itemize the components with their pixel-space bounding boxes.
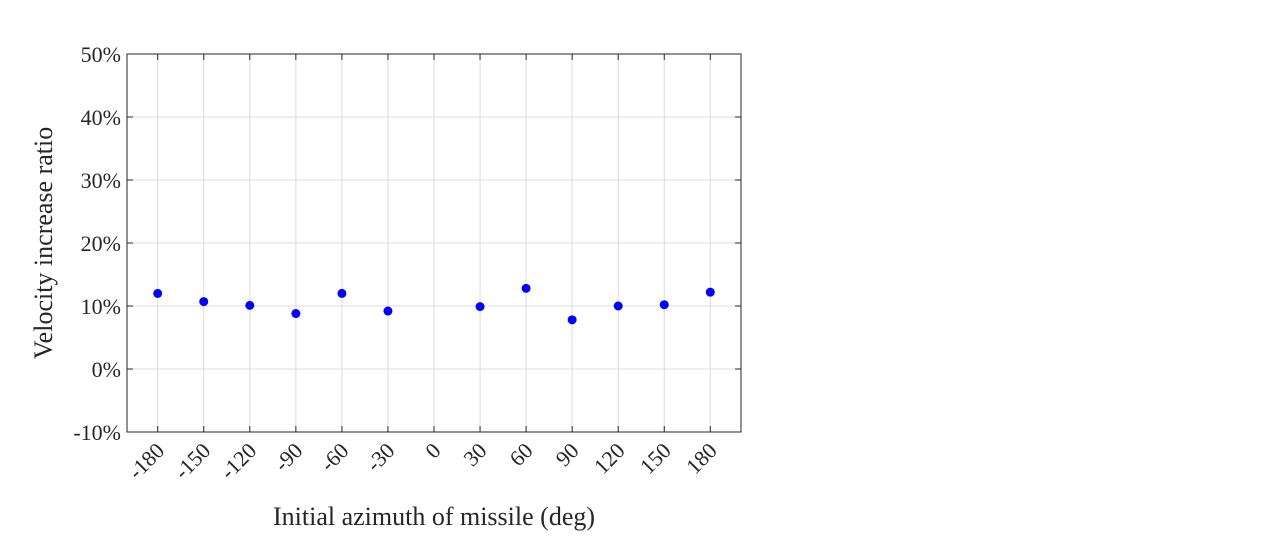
tick-labels: -10% 0% 10% 20% 30% 40% 50% -180 -150 -120 -90 -60-… [73,42,721,484]
y-tick-label: 30% [81,168,121,193]
x-tick-label: 120 [589,438,630,479]
data-point [153,288,163,298]
data-point [567,315,577,325]
data-point [659,300,669,310]
x-axis-label: Initial azimuth of missile (deg) [273,502,595,531]
x-tick-label: 0 [420,438,445,463]
data-points [153,283,715,325]
x-tick-label: 30 [458,438,491,471]
x-tick-label: 150 [635,438,676,479]
x-tick-label: -30 [361,438,399,476]
data-point [199,297,209,307]
x-tick-label: 90 [550,438,583,471]
data-point [383,306,393,316]
data-point [705,287,715,297]
data-point [521,283,531,293]
data-point [613,301,623,311]
data-point [245,300,255,310]
x-tick-label: 180 [681,438,722,479]
y-tick-label: 40% [81,105,121,130]
axes [126,53,742,433]
x-tick-label: -180 [123,438,169,484]
grid-lines [127,53,741,433]
x-tick-label: -60 [315,438,353,476]
data-point [337,288,347,298]
y-tick-label: 0% [92,357,121,382]
x-tick-label: -150 [169,438,215,484]
y-tick-label: 10% [81,294,121,319]
data-point [291,309,301,319]
data-point [475,302,485,312]
y-axis-label: Velocity increase ratio [29,127,58,359]
y-tick-label: 20% [81,231,121,256]
x-tick-label: -120 [215,438,261,484]
y-tick-label: -10% [73,420,121,445]
y-tick-label: 50% [81,42,121,67]
x-tick-label: -90 [269,438,307,476]
x-tick-label: 60 [504,438,537,471]
